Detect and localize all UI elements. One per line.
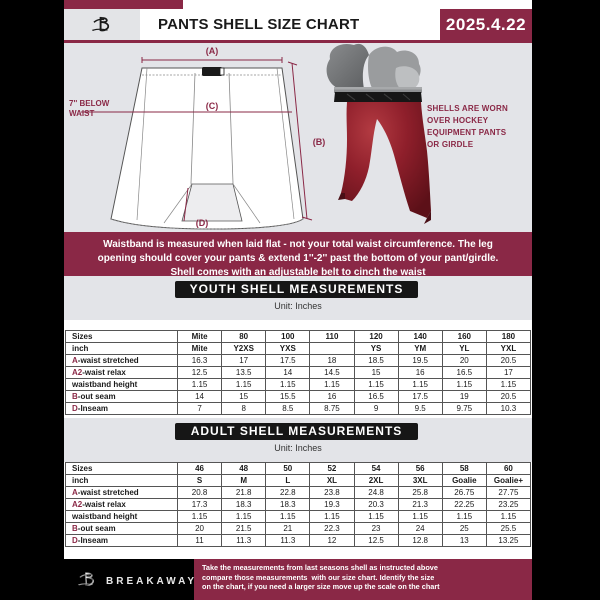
svg-text:(D): (D) <box>196 218 209 228</box>
svg-text:WAIST: WAIST <box>69 109 94 118</box>
svg-text:(A): (A) <box>206 46 219 56</box>
svg-text:(C): (C) <box>206 101 219 111</box>
svg-text:(B): (B) <box>313 137 326 147</box>
svg-text:7'' BELOW: 7'' BELOW <box>69 99 110 108</box>
